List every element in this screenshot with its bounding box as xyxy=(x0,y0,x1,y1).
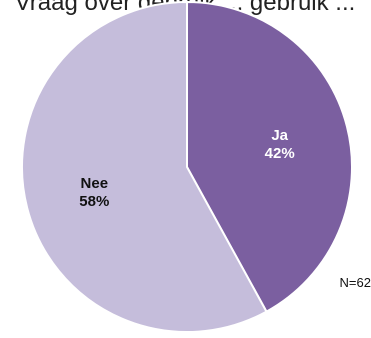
slice-value-ja: 42% xyxy=(265,145,295,162)
slice-value-nee: 58% xyxy=(79,193,109,210)
slice-label-ja: Ja xyxy=(271,127,288,144)
pie-slice-ja xyxy=(186,0,353,313)
sample-size-note: N=62 xyxy=(340,275,371,290)
pie-slices xyxy=(21,0,353,333)
slice-label-nee: Nee xyxy=(81,175,109,192)
pie-slice-nee xyxy=(21,0,268,333)
